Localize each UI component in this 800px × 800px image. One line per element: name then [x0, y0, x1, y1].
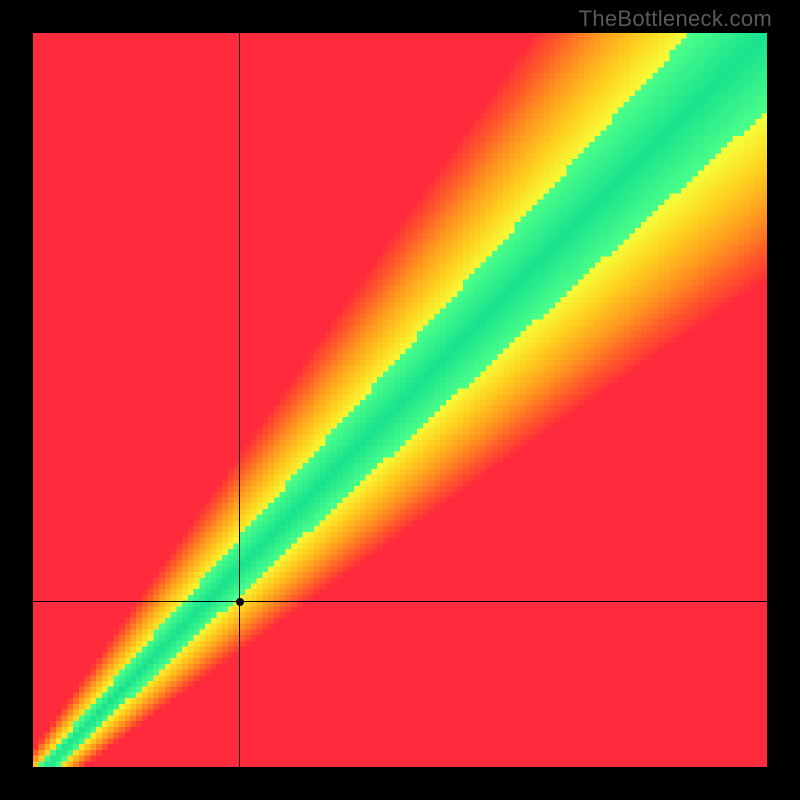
watermark-text: TheBottleneck.com: [579, 6, 772, 32]
heatmap-plot: [33, 33, 767, 767]
heatmap-canvas: [33, 33, 767, 767]
crosshair-vertical: [239, 33, 240, 767]
crosshair-dot: [236, 598, 244, 606]
crosshair-horizontal: [33, 601, 767, 602]
